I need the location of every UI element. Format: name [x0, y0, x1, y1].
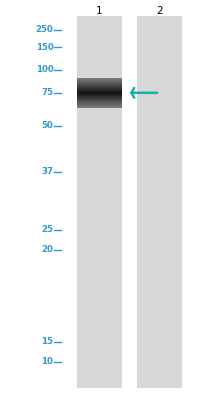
Text: 10: 10: [41, 358, 53, 366]
Bar: [76, 80, 121, 82]
Bar: [76, 104, 121, 106]
Bar: [76, 95, 121, 96]
Bar: [76, 96, 121, 98]
Bar: [76, 92, 121, 93]
Bar: [137, 16, 182, 388]
Bar: [76, 99, 121, 100]
Bar: [76, 88, 121, 90]
Text: 37: 37: [41, 168, 53, 176]
Bar: [76, 104, 121, 105]
Bar: [76, 79, 121, 80]
Bar: [76, 88, 121, 89]
Bar: [76, 93, 121, 94]
Text: 100: 100: [35, 66, 53, 74]
Bar: [76, 94, 121, 95]
Bar: [76, 86, 121, 88]
Text: 25: 25: [41, 226, 53, 234]
Bar: [76, 84, 121, 85]
Bar: [76, 102, 121, 103]
Bar: [76, 94, 121, 96]
Bar: [76, 85, 121, 86]
Bar: [76, 87, 121, 88]
Bar: [76, 78, 121, 80]
Bar: [76, 82, 121, 83]
Bar: [76, 98, 121, 100]
Text: 75: 75: [41, 88, 53, 97]
Text: 50: 50: [41, 122, 53, 130]
Bar: [76, 105, 121, 106]
Text: 1: 1: [96, 6, 102, 16]
Bar: [76, 96, 121, 97]
Text: 250: 250: [35, 26, 53, 34]
Text: 20: 20: [41, 246, 53, 254]
Bar: [76, 86, 121, 87]
Bar: [76, 90, 121, 91]
Bar: [76, 101, 121, 102]
Bar: [76, 83, 121, 84]
Bar: [76, 91, 121, 92]
Bar: [76, 98, 121, 99]
Bar: [76, 106, 121, 108]
Bar: [76, 16, 121, 388]
Bar: [76, 81, 121, 82]
Bar: [76, 106, 121, 107]
Bar: [76, 89, 121, 90]
Bar: [76, 91, 121, 92]
Text: 150: 150: [35, 43, 53, 52]
Bar: [76, 100, 121, 101]
Bar: [76, 84, 121, 85]
Text: 2: 2: [156, 6, 162, 16]
Bar: [76, 97, 121, 98]
Text: 15: 15: [41, 338, 53, 346]
Bar: [76, 102, 121, 103]
Bar: [76, 103, 121, 104]
Bar: [76, 80, 121, 81]
